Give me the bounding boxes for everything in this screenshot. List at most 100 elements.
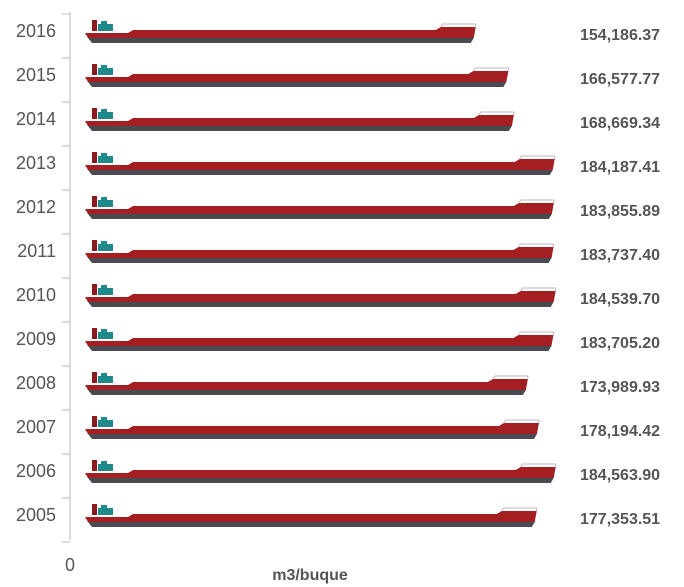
value-label: 183,855.89 [580,203,660,220]
ship-cabin [92,328,97,339]
ship-bar [85,379,528,390]
ship-deck [98,156,113,163]
ship-cabin [92,152,97,163]
ship-deck-top [101,21,107,24]
y-tick-label: 2007 [16,417,56,437]
ship-cabin [92,416,97,427]
ship-hull-bottom [88,434,537,439]
ship-bar [85,511,537,522]
ship-deck-top [101,329,107,332]
ship-rail [501,507,538,512]
ship-cabin [92,108,97,119]
ship-cabin [92,64,97,75]
value-label: 173,989.93 [580,379,660,396]
ship-deck [98,376,113,383]
ship-hull-bottom [88,258,552,263]
ship-rail [472,67,509,72]
ship-deck [98,508,113,515]
ship-bar [85,115,514,126]
ship-deck [98,464,113,471]
y-tick-label: 2014 [16,109,56,129]
ship-rail [492,375,529,380]
y-tick-label: 2009 [16,329,56,349]
ship-deck-top [101,285,107,288]
value-label: 178,194.42 [580,423,660,440]
ship-hull-bottom [88,214,552,219]
ship-rail [518,331,554,336]
value-label: 168,669.34 [580,115,660,132]
y-tick-label: 2012 [16,197,56,217]
y-tick-label: 2006 [16,461,56,481]
ship-cabin [92,284,97,295]
ship-hull-bottom [88,126,512,131]
ship-hull-bottom [88,346,552,351]
ship-hull-bottom [88,390,526,395]
y-tick-label: 2008 [16,373,56,393]
ship-hull-bottom [88,302,554,307]
y-tick-label: 2010 [16,285,56,305]
ship-bar [85,203,554,214]
ship-bar [85,159,555,170]
ship-deck-top [101,417,107,420]
ship-bar [85,423,539,434]
ship-bar [85,291,556,302]
value-label: 184,187.41 [580,159,660,176]
y-tick-label: 2016 [16,21,56,41]
ship-rail [478,111,515,116]
ship-deck [98,68,113,75]
y-tick-label: 2011 [17,241,56,261]
ship-rail [518,243,555,248]
ship-rail [520,463,557,468]
ship-hull-bottom [88,170,553,175]
ship-deck-top [101,153,107,156]
ship-cabin [92,504,97,515]
x-tick-label: 0 [65,555,75,575]
ship-deck [98,24,113,31]
value-label: 154,186.37 [580,27,660,44]
y-tick-label: 2005 [16,505,56,525]
value-label: 166,577.77 [580,71,660,88]
ship-bar [85,335,554,346]
ship-bar [85,27,476,38]
ship-rail [440,23,477,28]
ship-deck-top [101,373,107,376]
ship-deck [98,112,113,119]
ship-deck-top [101,461,107,464]
ship-rail [503,419,540,424]
ship-cabin [92,460,97,471]
ship-hull-bottom [88,522,535,527]
ship-deck-top [101,505,107,508]
x-axis-label: m3/buque [272,567,348,584]
value-label: 183,705.20 [580,335,660,352]
ship-deck-top [101,197,107,200]
ship-deck [98,420,113,427]
ship-hull-bottom [88,82,507,87]
ship-rail [518,199,555,204]
y-tick-label: 2015 [16,65,56,85]
value-label: 184,539.70 [580,291,660,308]
ship-deck-top [101,241,107,244]
ship-deck [98,288,113,295]
ship-bar [85,247,554,258]
y-tick-label: 2013 [16,153,56,173]
ship-cabin [92,372,97,383]
ship-hull-bottom [88,38,474,43]
value-label: 177,353.51 [580,511,660,528]
ship-rail [520,287,557,292]
value-label: 184,563.90 [580,467,660,484]
ship-cabin [92,196,97,207]
ship-rail [519,155,556,160]
ship-deck [98,200,113,207]
value-label: 183,737.40 [580,247,660,264]
ship-deck-top [101,65,107,68]
ship-bar [85,467,556,478]
ship-cabin [92,240,97,251]
ship-cabin [92,20,97,31]
ship-deck [98,332,113,339]
ship-deck-top [101,109,107,112]
ship-bar [85,71,509,82]
ship-hull-bottom [88,478,554,483]
ship-deck [98,244,113,251]
